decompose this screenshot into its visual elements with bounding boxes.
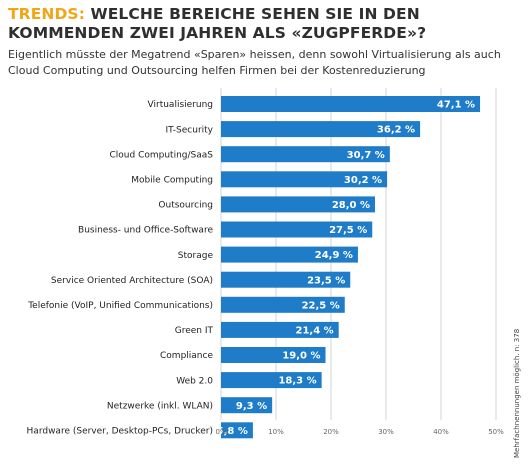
x-axis: 0% 10% 20% 30% 40% 50% — [215, 428, 504, 436]
bar — [221, 321, 339, 338]
value-label: 21,4 % — [296, 326, 334, 337]
category-label: Business- und Office-Software — [78, 226, 213, 236]
chart-subtitle: Eigentlich müsste der Megatrend «Sparen»… — [8, 48, 501, 77]
bars: Virtualisierung 47,1 % IT-Security 36,2 % Cl… — [27, 96, 481, 439]
value-label: 30,7 % — [347, 150, 385, 161]
value-label: 9,3 % — [236, 401, 267, 412]
bar — [221, 271, 351, 288]
value-label: 36,2 % — [377, 125, 415, 136]
value-label: 18,3 % — [278, 376, 316, 387]
value-label: 24,9 % — [315, 250, 353, 261]
x-tick-label: 30% — [378, 428, 394, 436]
x-tick-label: 20% — [323, 428, 339, 436]
category-label: Storage — [178, 251, 214, 261]
category-label: Compliance — [160, 351, 213, 361]
bar — [221, 146, 390, 163]
category-label: IT-Security — [165, 125, 213, 135]
category-label: Service Oriented Architecture (SOA) — [51, 276, 213, 286]
value-label: 23,5 % — [307, 275, 345, 286]
value-label: 47,1 % — [437, 100, 475, 111]
value-label: 5,8 % — [217, 426, 248, 437]
bar — [221, 121, 421, 138]
x-tick-label: 40% — [433, 428, 449, 436]
bar — [221, 96, 481, 112]
value-label: 22,5 % — [302, 300, 340, 311]
x-tick-label: 10% — [268, 428, 284, 436]
value-label: 27,5 % — [329, 225, 367, 236]
x-tick-label: 0% — [215, 428, 226, 436]
bar — [221, 171, 388, 188]
category-label: Cloud Computing/SaaS — [110, 150, 214, 160]
bar — [221, 372, 322, 389]
chart-title: TRENDS: WELCHE BEREICHE SEHEN SIE IN DEN… — [8, 5, 508, 43]
category-label: Outsourcing — [158, 201, 213, 211]
bar — [221, 347, 326, 363]
footnote: Mehrfachnennungen möglich. n: 378 — [513, 298, 523, 458]
category-label: Web 2.0 — [176, 376, 213, 386]
x-tick-label: 50% — [488, 428, 504, 436]
value-label: 28,0 % — [332, 200, 370, 211]
category-label: Netzwerke (inkl. WLAN) — [107, 401, 213, 411]
value-label: 19,0 % — [282, 351, 320, 362]
bar — [221, 221, 373, 238]
title-accent: TRENDS: — [8, 5, 85, 23]
category-label: Virtualisierung — [148, 100, 213, 110]
bar — [221, 196, 375, 213]
bar — [221, 397, 273, 414]
category-label: Telefonie (VoIP, Unified Communications) — [27, 301, 213, 311]
bar — [221, 246, 358, 263]
value-label: 30,2 % — [344, 175, 382, 186]
title-text: WELCHE BEREICHE SEHEN SIE IN DEN KOMMEND… — [8, 5, 427, 42]
category-label: Green IT — [175, 326, 214, 336]
category-label: Hardware (Server, Desktop-PCs, Drucker) — [27, 427, 213, 437]
category-label: Mobile Computing — [131, 176, 213, 186]
bar — [221, 422, 253, 439]
bar — [221, 296, 345, 313]
footnote-text: Mehrfachnennungen möglich. n: 378 — [513, 328, 521, 458]
